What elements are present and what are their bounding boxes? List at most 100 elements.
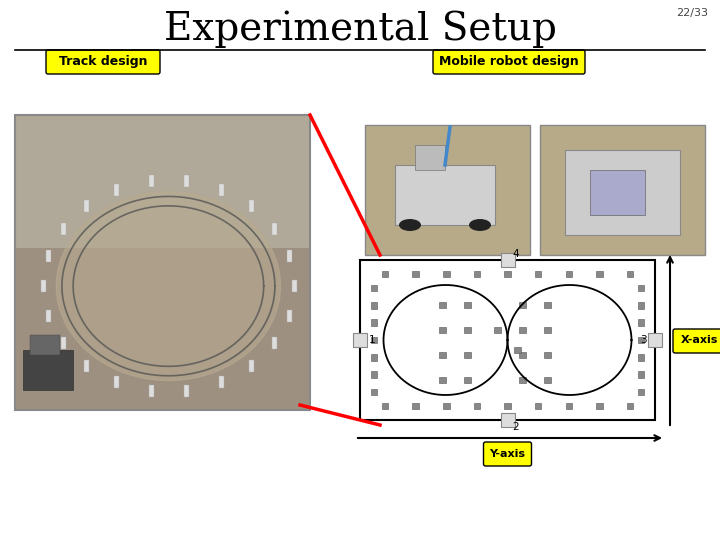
Bar	[15, 115, 310, 248]
Bar	[292, 280, 297, 292]
Bar	[544, 352, 551, 358]
Bar	[365, 125, 530, 255]
Bar	[519, 377, 526, 383]
Bar	[248, 200, 253, 212]
Bar	[371, 389, 377, 395]
Text: 22/33: 22/33	[676, 8, 708, 18]
Bar	[371, 302, 377, 308]
Bar	[395, 165, 495, 225]
FancyBboxPatch shape	[46, 50, 160, 74]
Bar	[248, 360, 253, 372]
Text: 1: 1	[369, 335, 375, 345]
Bar	[439, 352, 446, 358]
Bar	[626, 271, 634, 277]
Bar	[60, 223, 66, 235]
Bar	[519, 352, 526, 358]
Bar	[413, 271, 419, 277]
Bar	[219, 184, 223, 196]
Bar	[148, 176, 153, 187]
Bar	[413, 403, 419, 409]
Bar	[60, 338, 66, 349]
Bar	[590, 170, 645, 215]
Text: 4: 4	[512, 249, 519, 259]
Bar	[439, 377, 446, 383]
FancyBboxPatch shape	[484, 442, 531, 466]
Bar	[504, 271, 510, 277]
Bar	[272, 338, 277, 349]
Bar	[464, 352, 471, 358]
Bar	[443, 403, 449, 409]
Bar	[353, 333, 367, 347]
Bar	[184, 176, 189, 187]
FancyBboxPatch shape	[673, 329, 720, 353]
Bar	[648, 333, 662, 347]
Bar	[360, 260, 655, 420]
Bar	[544, 327, 551, 333]
Bar	[540, 125, 705, 255]
Bar	[596, 271, 603, 277]
Bar	[474, 403, 480, 409]
Bar	[474, 271, 480, 277]
Bar	[500, 253, 515, 267]
Bar	[535, 271, 541, 277]
Bar	[382, 271, 388, 277]
Bar	[439, 327, 446, 333]
Bar	[565, 271, 572, 277]
Bar	[443, 271, 449, 277]
Bar	[287, 310, 292, 322]
Bar	[23, 350, 73, 390]
Bar	[371, 372, 377, 378]
Bar	[626, 403, 634, 409]
Bar	[565, 403, 572, 409]
Bar	[287, 251, 292, 262]
Bar	[464, 327, 471, 333]
Bar	[371, 354, 377, 361]
Bar	[365, 125, 530, 255]
Bar	[15, 115, 310, 410]
Bar	[46, 310, 51, 322]
Bar	[519, 302, 526, 308]
Bar	[494, 327, 500, 333]
Bar	[148, 385, 153, 397]
Bar	[638, 285, 644, 291]
Bar	[540, 125, 705, 255]
Bar	[415, 145, 445, 170]
Bar	[544, 302, 551, 308]
Bar	[114, 376, 120, 388]
Bar	[272, 223, 277, 235]
Bar	[544, 377, 551, 383]
Bar	[84, 200, 89, 212]
Bar	[15, 115, 310, 410]
Bar	[41, 280, 46, 292]
Bar	[638, 372, 644, 378]
Bar	[371, 320, 377, 326]
Bar	[219, 376, 223, 388]
Bar	[84, 360, 89, 372]
Bar	[382, 403, 388, 409]
Bar	[464, 377, 471, 383]
Bar	[519, 327, 526, 333]
Text: Mobile robot design: Mobile robot design	[439, 56, 579, 69]
Bar	[638, 354, 644, 361]
Bar	[540, 125, 705, 255]
Ellipse shape	[399, 219, 421, 231]
Bar	[638, 337, 644, 343]
Bar	[565, 150, 680, 235]
Bar	[184, 385, 189, 397]
Bar	[15, 248, 310, 410]
Bar	[46, 251, 51, 262]
Polygon shape	[56, 192, 281, 381]
Ellipse shape	[469, 219, 491, 231]
Bar	[371, 337, 377, 343]
Bar	[464, 302, 471, 308]
Bar	[638, 389, 644, 395]
Bar	[371, 285, 377, 291]
Text: X-axis: X-axis	[680, 335, 718, 345]
Text: Track design: Track design	[59, 56, 148, 69]
Bar	[535, 403, 541, 409]
Text: 3: 3	[639, 335, 647, 345]
Bar	[638, 302, 644, 308]
Bar	[439, 302, 446, 308]
Bar	[596, 403, 603, 409]
Bar	[500, 413, 515, 427]
